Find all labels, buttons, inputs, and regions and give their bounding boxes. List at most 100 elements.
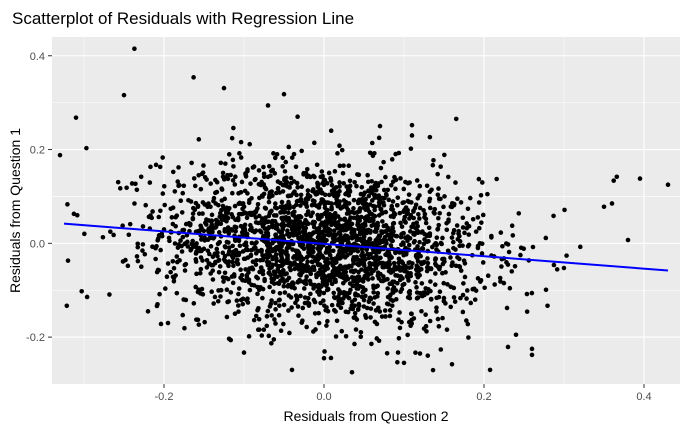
scatter-point <box>213 217 219 223</box>
scatter-point <box>376 135 382 141</box>
scatter-point <box>370 276 375 281</box>
scatter-point <box>398 176 403 181</box>
scatter-point <box>260 257 266 263</box>
scatter-point <box>494 176 499 182</box>
scatter-point <box>120 223 125 228</box>
scatter-point <box>465 288 470 293</box>
scatter-point <box>529 290 535 296</box>
scatter-point <box>506 249 512 255</box>
scatter-point <box>273 201 278 206</box>
scatter-point <box>470 216 476 222</box>
scatter-point <box>434 309 439 314</box>
scatter-point <box>213 201 218 206</box>
scatter-point <box>311 297 317 303</box>
scatter-point <box>316 320 322 326</box>
scatter-point <box>504 305 510 311</box>
scatter-point <box>347 188 353 193</box>
scatter-point <box>201 163 206 168</box>
scatter-point <box>320 279 326 284</box>
scatter-point <box>227 205 232 211</box>
scatter-point <box>411 231 416 237</box>
scatter-point <box>198 186 204 192</box>
scatter-point <box>316 227 322 233</box>
scatter-point <box>351 215 357 221</box>
scatter-point <box>269 189 274 194</box>
scatter-point <box>351 227 357 233</box>
scatter-point <box>489 235 494 240</box>
scatter-point <box>232 182 238 187</box>
scatter-point <box>273 245 279 250</box>
scatter-point <box>466 335 471 340</box>
scatter-point <box>306 264 311 270</box>
scatter-point <box>379 179 384 185</box>
scatter-point <box>425 256 430 261</box>
scatter-point <box>356 303 362 308</box>
scatter-point <box>355 286 361 291</box>
scatter-point <box>407 295 413 301</box>
x-axis-ticks: -0.2 0.0 0.2 0.4 <box>155 384 652 403</box>
scatter-point <box>245 247 250 253</box>
scatter-point <box>503 241 509 246</box>
scatter-point <box>264 259 270 265</box>
scatter-point <box>246 200 252 206</box>
scatter-point <box>476 225 482 231</box>
scatter-point <box>351 206 356 211</box>
scatter-point <box>160 155 165 160</box>
scatter-point <box>273 321 278 326</box>
scatter-point <box>232 203 238 209</box>
scatter-point <box>427 196 433 202</box>
scatter-point <box>284 271 289 276</box>
scatter-point <box>408 146 414 151</box>
scatter-point <box>436 215 441 221</box>
scatter-point <box>251 246 257 252</box>
scatter-point <box>367 218 372 224</box>
scatter-point <box>415 274 421 280</box>
scatter-point <box>209 289 214 295</box>
scatter-point <box>380 219 385 224</box>
scatter-point <box>239 179 245 185</box>
scatter-point <box>240 277 245 283</box>
scatter-point <box>256 306 261 311</box>
scatter-point <box>372 207 377 213</box>
scatter-point <box>388 183 394 188</box>
scatter-point <box>238 223 244 229</box>
scatter-point <box>243 267 248 272</box>
scatter-point <box>310 230 316 236</box>
scatter-point <box>322 202 328 207</box>
scatter-point <box>298 203 303 208</box>
scatter-point <box>165 320 171 326</box>
scatter-point <box>324 250 330 255</box>
scatter-point <box>359 253 364 258</box>
scatter-point <box>321 298 326 303</box>
scatter-point <box>452 299 458 304</box>
scatter-point <box>191 75 196 80</box>
scatter-point <box>84 145 89 151</box>
scatter-point <box>225 172 230 178</box>
scatter-point <box>440 315 445 321</box>
scatter-point <box>256 327 262 332</box>
scatter-point <box>266 199 272 205</box>
scatter-point <box>336 287 341 292</box>
scatter-point <box>324 274 329 280</box>
scatter-point <box>326 170 332 176</box>
scatter-point <box>377 260 383 266</box>
scatter-point <box>280 268 286 273</box>
scatter-point <box>233 247 239 253</box>
scatter-point <box>135 258 141 264</box>
scatter-point <box>414 290 420 295</box>
scatter-point <box>235 261 241 266</box>
scatter-point <box>442 194 447 199</box>
scatter-point <box>390 225 395 231</box>
scatter-point <box>271 223 276 229</box>
scatter-point <box>363 202 369 207</box>
scatter-point <box>445 282 450 287</box>
scatter-point <box>406 242 412 248</box>
scatter-point <box>387 236 392 242</box>
scatter-point <box>396 317 401 322</box>
scatter-point <box>371 290 376 295</box>
scatter-point <box>299 242 304 248</box>
scatter-point <box>328 176 333 182</box>
scatter-point <box>269 208 274 214</box>
scatter-point <box>258 284 263 290</box>
scatter-point <box>153 256 158 262</box>
